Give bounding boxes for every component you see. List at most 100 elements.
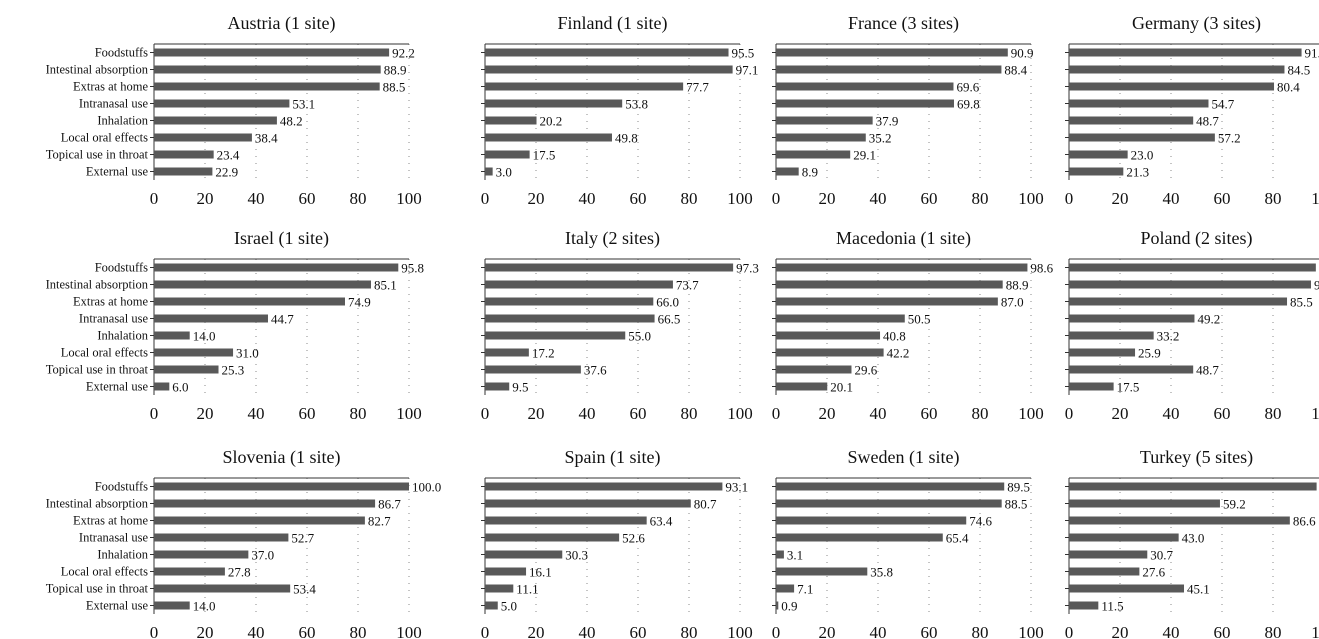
value-label: 53.8 xyxy=(625,97,648,112)
value-label: 69.6 xyxy=(956,80,979,95)
value-label: 80.7 xyxy=(694,497,717,512)
value-label: 59.2 xyxy=(1223,497,1246,512)
bar-local-oral-effects xyxy=(1069,567,1140,576)
value-label: 97.1 xyxy=(736,63,759,78)
value-label: 17.5 xyxy=(533,148,556,163)
bar-extras-at-home xyxy=(776,297,998,306)
bar-intranasal-use xyxy=(485,314,655,323)
x-tick-label: 20 xyxy=(528,623,545,639)
bar-topical-use-in-throat xyxy=(485,150,530,159)
x-tick-label: 40 xyxy=(870,189,887,208)
x-tick-label: 40 xyxy=(248,189,265,208)
value-label: 23.4 xyxy=(217,148,240,163)
panel-italy-2-sites: Italy (2 sites) 97.3 73.7 66.0 66.5 55.0 17.2 3… xyxy=(481,228,759,423)
value-label: 88.9 xyxy=(1006,278,1029,293)
value-label: 73.7 xyxy=(676,278,699,293)
bar-extras-at-home xyxy=(154,82,380,91)
value-label: 94.9 xyxy=(1314,278,1319,293)
value-label: 37.9 xyxy=(876,114,899,129)
panel-spain-1-site: Spain (1 site) 93.1 80.7 63.4 52.6 30.3 16.1 11… xyxy=(481,447,753,639)
category-label: Extras at home xyxy=(73,514,148,528)
x-tick-label: 20 xyxy=(528,404,545,423)
category-label: Foodstuffs xyxy=(95,261,148,275)
category-label: Topical use in throat xyxy=(46,363,149,377)
value-label: 0.9 xyxy=(781,599,797,614)
bar-inhalation xyxy=(776,116,873,125)
bar-local-oral-effects xyxy=(776,133,866,142)
x-tick-label: 100 xyxy=(727,623,753,639)
bar-foodstuffs xyxy=(154,48,390,57)
bar-extras-at-home xyxy=(485,516,647,525)
x-tick-label: 80 xyxy=(681,189,698,208)
value-label: 14.0 xyxy=(193,599,216,614)
bar-intranasal-use xyxy=(1069,314,1195,323)
category-label: Intranasal use xyxy=(79,312,149,326)
value-label: 38.4 xyxy=(255,131,278,146)
bar-foodstuffs xyxy=(154,482,409,491)
value-label: 25.9 xyxy=(1138,346,1161,361)
panel-poland-2-sites: Poland (2 sites)96.894.985.549.233.225.9… xyxy=(1065,228,1319,423)
bar-intranasal-use xyxy=(485,99,623,108)
bar-foodstuffs xyxy=(1069,263,1316,272)
value-label: 50.5 xyxy=(908,312,931,327)
x-tick-label: 20 xyxy=(1112,404,1129,423)
value-label: 57.2 xyxy=(1218,131,1241,146)
x-tick-label: 40 xyxy=(248,404,265,423)
panel-germany-3-sites: Germany (3 sites) 91.2 84.5 80.4 54.7 48.7 57.… xyxy=(1065,13,1319,208)
bar-extras-at-home xyxy=(1069,516,1290,525)
bar-topical-use-in-throat xyxy=(485,365,581,374)
bar-intestinal-absorption xyxy=(776,65,1002,74)
bar-local-oral-effects xyxy=(1069,133,1215,142)
x-tick-label: 0 xyxy=(772,189,781,208)
bar-intestinal-absorption xyxy=(776,499,1002,508)
bar-inhalation xyxy=(1069,331,1154,340)
x-tick-label: 60 xyxy=(299,189,316,208)
bar-foodstuffs xyxy=(776,263,1028,272)
x-tick-label: 0 xyxy=(481,623,490,639)
bar-foodstuffs xyxy=(1069,482,1317,491)
x-tick-label: 100 xyxy=(1311,623,1319,639)
x-tick-label: 60 xyxy=(1214,404,1231,423)
x-tick-label: 40 xyxy=(579,623,596,639)
panel-title: Finland (1 site) xyxy=(558,13,668,34)
value-label: 93.1 xyxy=(725,480,748,495)
bar-topical-use-in-throat xyxy=(776,584,795,593)
bar-intestinal-absorption xyxy=(154,65,381,74)
bar-intestinal-absorption xyxy=(485,65,733,74)
panel-title: Poland (2 sites) xyxy=(1141,228,1253,249)
category-label: External use xyxy=(86,599,149,613)
x-tick-label: 100 xyxy=(396,189,422,208)
value-label: 25.3 xyxy=(222,363,245,378)
x-tick-label: 100 xyxy=(1018,189,1044,208)
x-tick-label: 0 xyxy=(1065,404,1074,423)
value-label: 90.9 xyxy=(1011,46,1034,61)
bar-intranasal-use xyxy=(776,99,954,108)
value-label: 85.1 xyxy=(374,278,397,293)
x-tick-label: 40 xyxy=(1163,404,1180,423)
panel-title: France (3 sites) xyxy=(848,13,959,34)
bar-intranasal-use xyxy=(776,314,905,323)
category-label: Inhalation xyxy=(97,548,148,562)
value-label: 80.4 xyxy=(1277,80,1300,95)
value-label: 9.5 xyxy=(512,380,528,395)
x-tick-label: 0 xyxy=(772,404,781,423)
panel-title: Turkey (5 sites) xyxy=(1140,447,1253,468)
value-label: 20.2 xyxy=(540,114,563,129)
bar-intranasal-use xyxy=(776,533,943,542)
value-label: 74.9 xyxy=(348,295,371,310)
value-label: 82.7 xyxy=(368,514,391,529)
x-tick-label: 0 xyxy=(150,189,159,208)
value-label: 65.4 xyxy=(946,531,969,546)
value-label: 74.6 xyxy=(969,514,992,529)
bar-external-use xyxy=(154,601,190,610)
x-tick-label: 60 xyxy=(630,404,647,423)
bar-intestinal-absorption xyxy=(1069,65,1285,74)
category-label: External use xyxy=(86,165,149,179)
bar-extras-at-home xyxy=(776,516,967,525)
value-label: 29.6 xyxy=(854,363,877,378)
value-label: 66.0 xyxy=(656,295,679,310)
x-tick-label: 20 xyxy=(197,404,214,423)
panel-slovenia-1-site: Slovenia (1 site) Foodstuffs 100.0 Intestin… xyxy=(46,447,442,639)
value-label: 42.2 xyxy=(887,346,910,361)
value-label: 88.5 xyxy=(1005,497,1028,512)
